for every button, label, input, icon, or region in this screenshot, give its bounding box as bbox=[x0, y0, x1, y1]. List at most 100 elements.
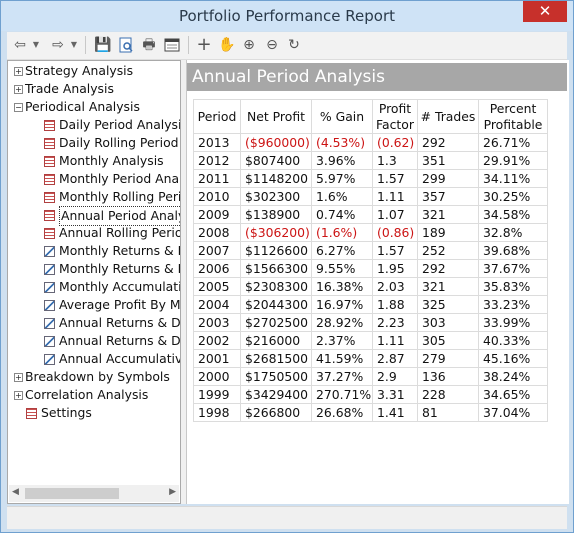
cell-trades: 299 bbox=[417, 169, 479, 188]
cell-percent-profitable: 34.11% bbox=[478, 169, 548, 188]
cell-gain: 6.27% bbox=[311, 241, 373, 260]
cell-net-profit: $2702500 bbox=[240, 313, 312, 332]
cell-gain: 3.96% bbox=[311, 151, 373, 170]
expand-toggle-icon[interactable]: − bbox=[14, 103, 23, 112]
table-row: 2003 $2702500 28.92% 2.23 303 33.99% bbox=[193, 313, 548, 332]
table-row: 2008 ($306200) (1.6%) (0.86) 189 32.8% bbox=[193, 223, 548, 242]
cell-percent-profitable: 32.8% bbox=[478, 223, 548, 242]
cell-net-profit: $2308300 bbox=[240, 277, 312, 296]
cell-period: 2004 bbox=[193, 295, 241, 314]
zoom-out-icon[interactable]: ⊖ bbox=[266, 37, 278, 53]
cell-gain: 26.68% bbox=[311, 403, 373, 422]
cell-net-profit: $807400 bbox=[240, 151, 312, 170]
column-header-period: Period bbox=[193, 99, 241, 134]
table-row: 2000 $1750500 37.27% 2.9 136 38.24% bbox=[193, 367, 548, 386]
grid-report-icon bbox=[44, 192, 55, 203]
forward-dropdown-icon[interactable]: ▼ bbox=[70, 40, 78, 49]
save-icon[interactable]: 💾 bbox=[94, 37, 112, 53]
cell-trades: 303 bbox=[417, 313, 479, 332]
cell-period: 2011 bbox=[193, 169, 241, 188]
column-header-gain: % Gain bbox=[311, 99, 373, 134]
cell-profit-factor: 1.07 bbox=[372, 205, 418, 224]
print-icon[interactable]: 🖶 bbox=[142, 37, 156, 53]
cell-percent-profitable: 34.65% bbox=[478, 385, 548, 404]
cell-net-profit: $2681500 bbox=[240, 349, 312, 368]
expand-toggle-icon[interactable]: + bbox=[14, 67, 23, 76]
cell-period: 2006 bbox=[193, 259, 241, 278]
close-button[interactable]: ✕ bbox=[523, 1, 567, 22]
cell-period: 2008 bbox=[193, 223, 241, 242]
chart-report-icon bbox=[44, 318, 55, 329]
cell-trades: 279 bbox=[417, 349, 479, 368]
cell-net-profit: $1126600 bbox=[240, 241, 312, 260]
table-row: 2013 ($960000) (4.53%) (0.62) 292 26.71% bbox=[193, 133, 548, 152]
cell-percent-profitable: 40.33% bbox=[478, 331, 548, 350]
cell-profit-factor: 1.88 bbox=[372, 295, 418, 314]
cell-profit-factor: 2.87 bbox=[372, 349, 418, 368]
tree-item-label: Daily Period Analysis bbox=[59, 117, 181, 132]
cell-profit-factor: 3.31 bbox=[372, 385, 418, 404]
cell-gain: 37.27% bbox=[311, 367, 373, 386]
grid-report-icon bbox=[44, 210, 55, 221]
chart-report-icon bbox=[44, 354, 55, 365]
table-row: 1999 $3429400 270.71% 3.31 228 34.65% bbox=[193, 385, 548, 404]
navigation-tree: + Strategy Analysis + Trade Analysis − Period… bbox=[7, 60, 181, 504]
cell-profit-factor: 1.11 bbox=[372, 331, 418, 350]
cell-net-profit: $216000 bbox=[240, 331, 312, 350]
table-row: 2006 $1566300 9.55% 1.95 292 37.67% bbox=[193, 259, 548, 278]
column-header-net-profit: Net Profit bbox=[240, 99, 312, 134]
cell-percent-profitable: 45.16% bbox=[478, 349, 548, 368]
cell-gain: 5.97% bbox=[311, 169, 373, 188]
cell-percent-profitable: 30.25% bbox=[478, 187, 548, 206]
cell-profit-factor: 1.11 bbox=[372, 187, 418, 206]
cell-trades: 325 bbox=[417, 295, 479, 314]
title-bar[interactable]: Portfolio Performance Report ✕ bbox=[1, 1, 573, 31]
scroll-left-icon[interactable]: ◀ bbox=[12, 487, 19, 497]
cell-trades: 351 bbox=[417, 151, 479, 170]
tree-item-label: Annual Returns & Drawdowns bbox=[59, 333, 181, 348]
cell-gain: 16.97% bbox=[311, 295, 373, 314]
cell-percent-profitable: 37.67% bbox=[478, 259, 548, 278]
expand-toggle-icon[interactable]: + bbox=[14, 373, 23, 382]
cell-percent-profitable: 38.24% bbox=[478, 367, 548, 386]
horizontal-scrollbar[interactable]: ◀ ▶ bbox=[9, 485, 179, 502]
tree-item-label: Annual Period Analysis bbox=[59, 206, 180, 226]
cell-period: 2013 bbox=[193, 133, 241, 152]
hand-icon[interactable]: ✋ bbox=[218, 37, 236, 53]
tree-item-label: Annual Rolling Period Analysis bbox=[59, 225, 180, 240]
print-preview-icon[interactable] bbox=[116, 35, 136, 55]
toolbar-separator bbox=[188, 36, 189, 54]
back-icon[interactable]: ⇦ bbox=[14, 37, 26, 53]
cell-profit-factor: 1.57 bbox=[372, 241, 418, 260]
window-title: Portfolio Performance Report bbox=[178, 7, 396, 25]
cell-trades: 292 bbox=[417, 133, 479, 152]
cell-trades: 189 bbox=[417, 223, 479, 242]
scrollbar-thumb[interactable] bbox=[25, 488, 119, 499]
cell-profit-factor: 2.9 bbox=[372, 367, 418, 386]
crosshair-icon[interactable]: + bbox=[196, 34, 212, 55]
scroll-right-icon[interactable]: ▶ bbox=[169, 487, 176, 497]
cell-net-profit: $302300 bbox=[240, 187, 312, 206]
page-setup-icon[interactable] bbox=[162, 35, 182, 55]
cell-trades: 305 bbox=[417, 331, 479, 350]
back-dropdown-icon[interactable]: ▼ bbox=[32, 40, 40, 49]
column-header-trades: # Trades bbox=[417, 99, 479, 134]
cell-gain: 270.71% bbox=[311, 385, 373, 404]
cell-profit-factor: (0.86) bbox=[372, 223, 418, 242]
cell-net-profit: $1148200 bbox=[240, 169, 312, 188]
zoom-in-icon[interactable]: ⊕ bbox=[243, 37, 255, 53]
tree-item-label: Monthly Rolling Period Analysis bbox=[59, 189, 180, 204]
forward-icon[interactable]: ⇨ bbox=[52, 37, 64, 53]
cell-gain: (4.53%) bbox=[311, 133, 373, 152]
expand-toggle-icon[interactable]: + bbox=[14, 391, 23, 400]
cell-gain: 2.37% bbox=[311, 331, 373, 350]
expand-toggle-icon[interactable]: + bbox=[14, 85, 23, 94]
table-row: 2004 $2044300 16.97% 1.88 325 33.23% bbox=[193, 295, 548, 314]
cell-period: 2010 bbox=[193, 187, 241, 206]
table-row: 2010 $302300 1.6% 1.11 357 30.25% bbox=[193, 187, 548, 206]
refresh-icon[interactable]: ↻ bbox=[288, 37, 300, 53]
cell-trades: 252 bbox=[417, 241, 479, 260]
cell-trades: 81 bbox=[417, 403, 479, 422]
cell-percent-profitable: 29.91% bbox=[478, 151, 548, 170]
